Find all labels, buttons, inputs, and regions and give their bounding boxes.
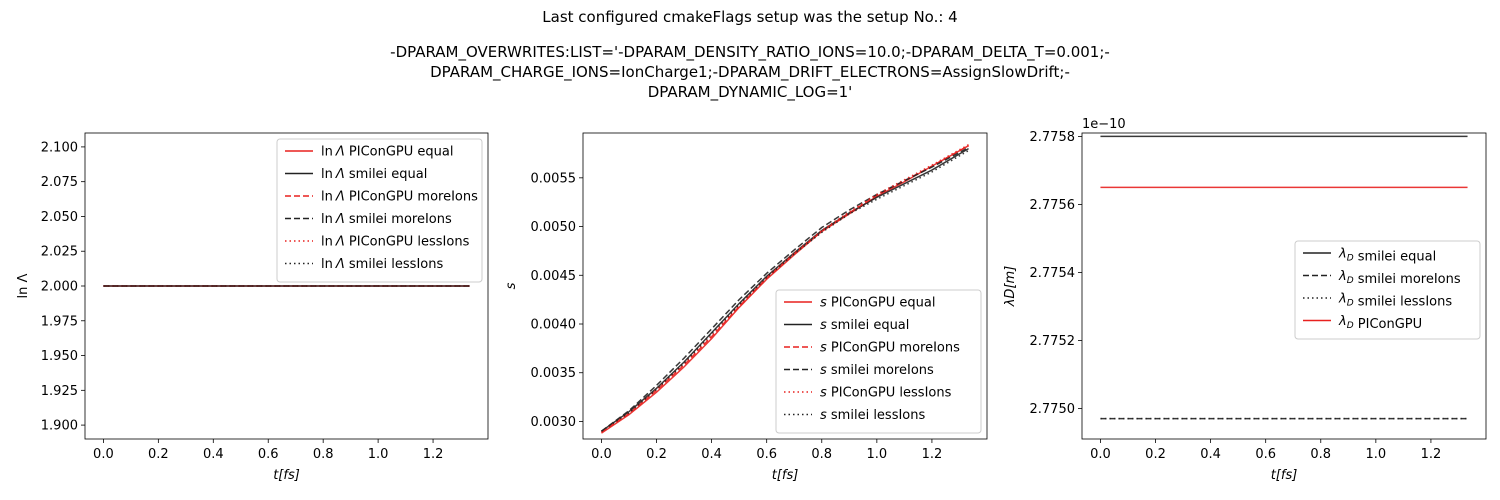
legend-label: λD smilei equal <box>1338 247 1436 265</box>
legend-label: ln Λ PIConGPU lessIons <box>321 235 470 250</box>
x-axis-label: t[fs] <box>1271 468 1298 483</box>
legend-label: s smilei moreIons <box>820 363 934 378</box>
legend-label: ln Λ smilei equal <box>321 167 427 182</box>
y-axis-label: s <box>504 282 519 289</box>
figure-title-line-2: -DPARAM_OVERWRITES:LIST='-DPARAM_DENSITY… <box>390 43 1110 62</box>
x-tick-label: 1.0 <box>866 447 887 462</box>
y-tick-label: 2.075 <box>41 175 78 190</box>
y-tick-label: 1.975 <box>41 314 78 329</box>
x-axis-label: t[fs] <box>772 468 799 483</box>
x-tick-label: 0.8 <box>811 447 832 462</box>
x-tick-label: 0.8 <box>313 447 334 462</box>
x-tick-label: 1.0 <box>1365 447 1386 462</box>
figure-title-line-1: Last configured cmakeFlags setup was the… <box>542 8 957 26</box>
x-tick-label: 1.0 <box>368 447 389 462</box>
y-tick-label: 0.0055 <box>531 171 577 186</box>
y-tick-label: 2.000 <box>41 280 78 295</box>
y-tick-label: 2.025 <box>41 245 78 260</box>
panel-3: 0.0 0.2 0.4 0.6 0.8 1.0 1.2 2.7750 2.7752 2.7754 2… <box>1003 117 1487 483</box>
legend-label: s PIConGPU lessIons <box>820 386 952 401</box>
x-tick-label: 0.6 <box>1255 447 1276 462</box>
y-tick-label: 0.0045 <box>531 269 577 284</box>
x-tick-label: 0.6 <box>258 447 279 462</box>
y-tick-label: 2.100 <box>41 140 78 155</box>
legend-label: s smilei equal <box>820 318 909 333</box>
legend-label: ln Λ smilei lessIons <box>321 257 443 272</box>
y-tick-label: 0.0040 <box>531 318 577 333</box>
legend-label: s PIConGPU equal <box>820 296 936 311</box>
legend: λD smilei equal λD smilei moreIons λD smil… <box>1294 240 1481 340</box>
x-tick-label: 1.2 <box>423 447 444 462</box>
x-tick-label: 0.0 <box>1090 447 1111 462</box>
panel-1: 0.0 0.2 0.4 0.6 0.8 1.0 1.2 1.900 1.925 1.950 1.97… <box>16 132 489 483</box>
x-tick-label: 0.4 <box>203 447 224 462</box>
legend: ln Λ PIConGPU equal ln Λ smilei equal ln Λ PI… <box>276 138 483 283</box>
series-line-6 <box>601 149 969 432</box>
series-line-2 <box>601 147 969 432</box>
legend-label: s PIConGPU moreIons <box>820 341 960 356</box>
legend-label: s smilei lessIons <box>820 408 925 423</box>
y-tick-label: 2.7756 <box>1030 198 1076 213</box>
x-axis-label: t[fs] <box>273 468 300 483</box>
plot-frame <box>1081 132 1487 440</box>
y-tick-label: 0.0030 <box>531 415 577 430</box>
x-tick-label: 1.2 <box>1421 447 1442 462</box>
y-tick-label: 1.900 <box>41 419 78 434</box>
y-tick-label: 1.925 <box>41 384 78 399</box>
figure-title-line-3: DPARAM_CHARGE_IONS=IonCharge1;-DPARAM_DR… <box>430 63 1070 82</box>
y-tick-label: 2.7758 <box>1030 130 1076 145</box>
y-axis-label: ln Λ <box>16 273 31 298</box>
x-tick-label: 0.2 <box>646 447 667 462</box>
legend-label: ln Λ PIConGPU equal <box>321 145 453 160</box>
y-tick-label: 1.950 <box>41 349 78 364</box>
x-tick-label: 0.4 <box>701 447 722 462</box>
y-axis-label: λD[m] <box>1003 266 1018 308</box>
x-tick-label: 0.6 <box>756 447 777 462</box>
figure-title-line-4: DPARAM_DYNAMIC_LOG=1' <box>648 83 853 102</box>
y-tick-label: 0.0035 <box>531 366 577 381</box>
y-tick-label: 2.7750 <box>1030 402 1076 417</box>
legend-label: λD PIConGPU <box>1338 314 1422 332</box>
x-tick-label: 0.8 <box>1310 447 1331 462</box>
legend-label: λD smilei moreIons <box>1338 269 1461 287</box>
legend: s PIConGPU equal s smilei equal s PIConGPU… <box>775 289 982 434</box>
y-tick-label: 2.7754 <box>1030 266 1076 281</box>
x-tick-label: 0.2 <box>148 447 169 462</box>
series-line-4 <box>601 146 969 432</box>
plot-frame <box>84 132 489 440</box>
legend-box <box>1294 240 1481 340</box>
legend-box <box>775 289 982 434</box>
x-tick-label: 0.2 <box>1145 447 1166 462</box>
series-group <box>1100 135 1468 420</box>
plot-frame <box>582 132 988 440</box>
x-tick-label: 0.0 <box>591 447 612 462</box>
x-tick-label: 1.2 <box>922 447 943 462</box>
series-group <box>601 144 969 434</box>
legend-label: ln Λ PIConGPU moreIons <box>321 190 478 205</box>
legend-label: λD smilei lessIons <box>1338 292 1452 310</box>
legend-label: ln Λ smilei moreIons <box>321 212 452 227</box>
x-tick-label: 0.4 <box>1200 447 1221 462</box>
y-offset-label: 1e−10 <box>1082 117 1126 132</box>
y-tick-label: 2.050 <box>41 210 78 225</box>
panel-2: 0.0 0.2 0.4 0.6 0.8 1.0 1.2 0.0030 0.0035 0.0040 0… <box>504 132 988 483</box>
y-tick-label: 0.0050 <box>531 220 577 235</box>
y-tick-label: 2.7752 <box>1030 334 1076 349</box>
x-tick-label: 0.0 <box>93 447 114 462</box>
legend-box <box>276 138 483 283</box>
